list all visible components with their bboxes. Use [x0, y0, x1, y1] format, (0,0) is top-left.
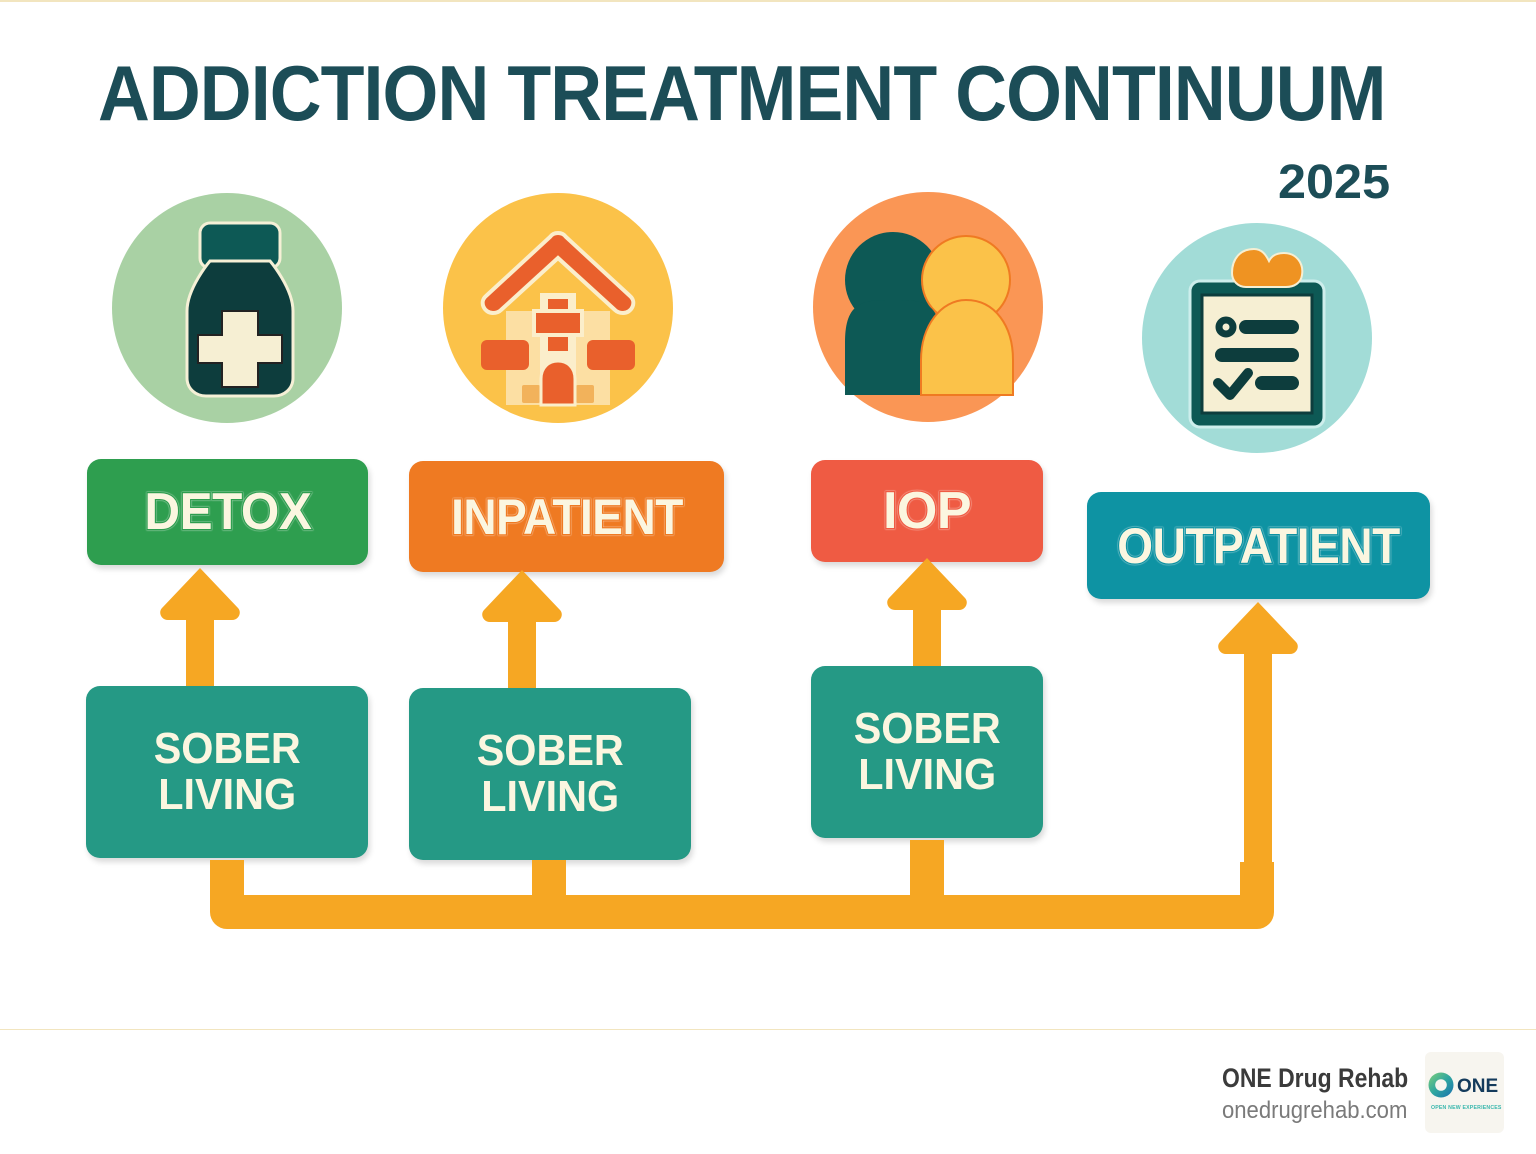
- svg-text:ONE: ONE: [1457, 1076, 1498, 1097]
- svg-text:OPEN NEW EXPERIENCES: OPEN NEW EXPERIENCES: [1431, 1105, 1502, 1111]
